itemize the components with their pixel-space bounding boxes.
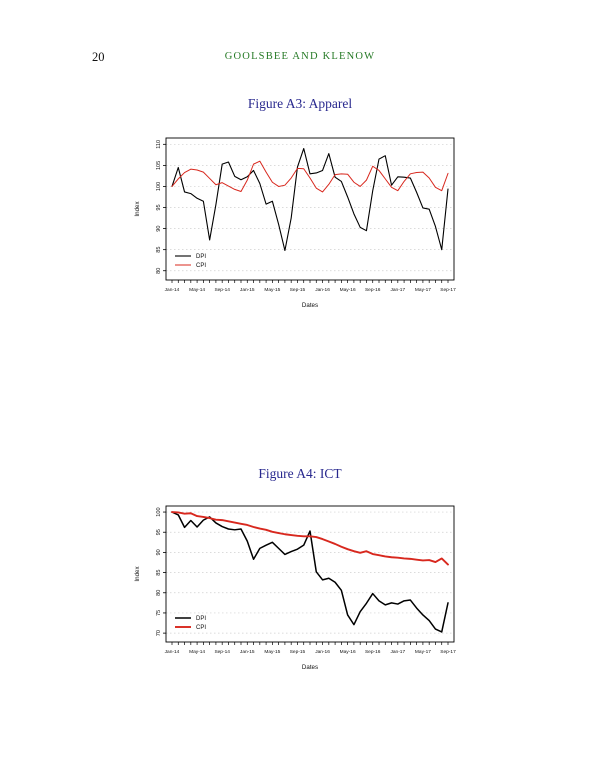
page-number: 20 xyxy=(92,50,105,64)
x-tick-label: Jan-16 xyxy=(315,287,330,293)
x-tick-label: Sep-15 xyxy=(290,649,306,655)
legend-cpi-label: CPI xyxy=(196,263,206,269)
cpi-line xyxy=(171,511,449,566)
y-axis-title: Index xyxy=(134,566,141,582)
dpi-line xyxy=(171,147,449,252)
ict-chart: 70 75 80 85 90 95 100 Index Jan-14 May-14 Sep-14 Ja… xyxy=(134,505,456,671)
y-tick-label: 80 xyxy=(156,590,162,596)
x-tick-label: Sep-16 xyxy=(365,287,381,293)
y-tick-label: 100 xyxy=(156,182,162,191)
y-tick-label: 85 xyxy=(156,247,162,253)
legend-cpi-label: CPI xyxy=(196,625,206,631)
y-tick-label: 110 xyxy=(156,140,162,149)
x-tick-label: May-15 xyxy=(264,287,280,293)
running-head: GOOLSBEE AND KLENOW xyxy=(224,51,376,62)
x-tick-label: Sep-14 xyxy=(214,649,230,655)
cpi-line xyxy=(171,160,449,193)
figure-a3-title: Figure A3: Apparel xyxy=(247,96,353,111)
x-tick-label: Sep-17 xyxy=(440,287,456,293)
y-tick-label: 75 xyxy=(156,610,162,616)
y-tick-label: 85 xyxy=(156,569,162,575)
x-tick-label: Jan-17 xyxy=(390,287,405,293)
y-axis-title: Index xyxy=(134,201,141,217)
y-tick-label: 95 xyxy=(156,529,162,535)
legend-dpi-label: DPI xyxy=(196,254,206,260)
plot-frame xyxy=(165,137,455,281)
x-axis-title: Dates xyxy=(302,664,318,671)
x-tick-label: Jan-15 xyxy=(240,287,255,293)
figure-a4-title: Figure A4: ICT xyxy=(258,466,342,481)
x-tick-label: May-14 xyxy=(189,287,205,293)
x-tick-label: Sep-17 xyxy=(440,649,456,655)
dpi-line xyxy=(171,511,449,633)
x-tick-label: Jan-16 xyxy=(315,649,330,655)
x-tick-label: May-14 xyxy=(189,649,205,655)
x-tick-label: May-15 xyxy=(264,649,280,655)
x-tick-label: May-17 xyxy=(415,649,431,655)
y-tick-label: 90 xyxy=(156,225,162,231)
x-tick-label: Jan-14 xyxy=(165,649,180,655)
x-tick-label: Sep-16 xyxy=(365,649,381,655)
x-tick-label: Jan-17 xyxy=(390,649,405,655)
x-tick-label: May-16 xyxy=(340,287,356,293)
y-tick-label: 70 xyxy=(156,630,162,636)
y-tick-label: 105 xyxy=(156,161,162,170)
y-tick-label: 90 xyxy=(156,549,162,555)
x-axis-title: Dates xyxy=(302,302,318,309)
x-tick-label: Sep-15 xyxy=(290,287,306,293)
y-tick-label: 95 xyxy=(156,204,162,210)
legend-dpi-label: DPI xyxy=(196,616,206,622)
x-tick-label: Sep-14 xyxy=(214,287,230,293)
y-tick-label: 100 xyxy=(156,507,162,516)
y-tick-label: 80 xyxy=(156,268,162,274)
x-tick-label: Jan-14 xyxy=(165,287,180,293)
plot-frame xyxy=(165,505,455,643)
x-tick-label: Jan-15 xyxy=(240,649,255,655)
x-tick-label: May-17 xyxy=(415,287,431,293)
x-tick-label: May-16 xyxy=(340,649,356,655)
apparel-chart: 80 85 90 95 100 105 110 Index Jan-14 May-14 Sep-14… xyxy=(134,137,456,309)
